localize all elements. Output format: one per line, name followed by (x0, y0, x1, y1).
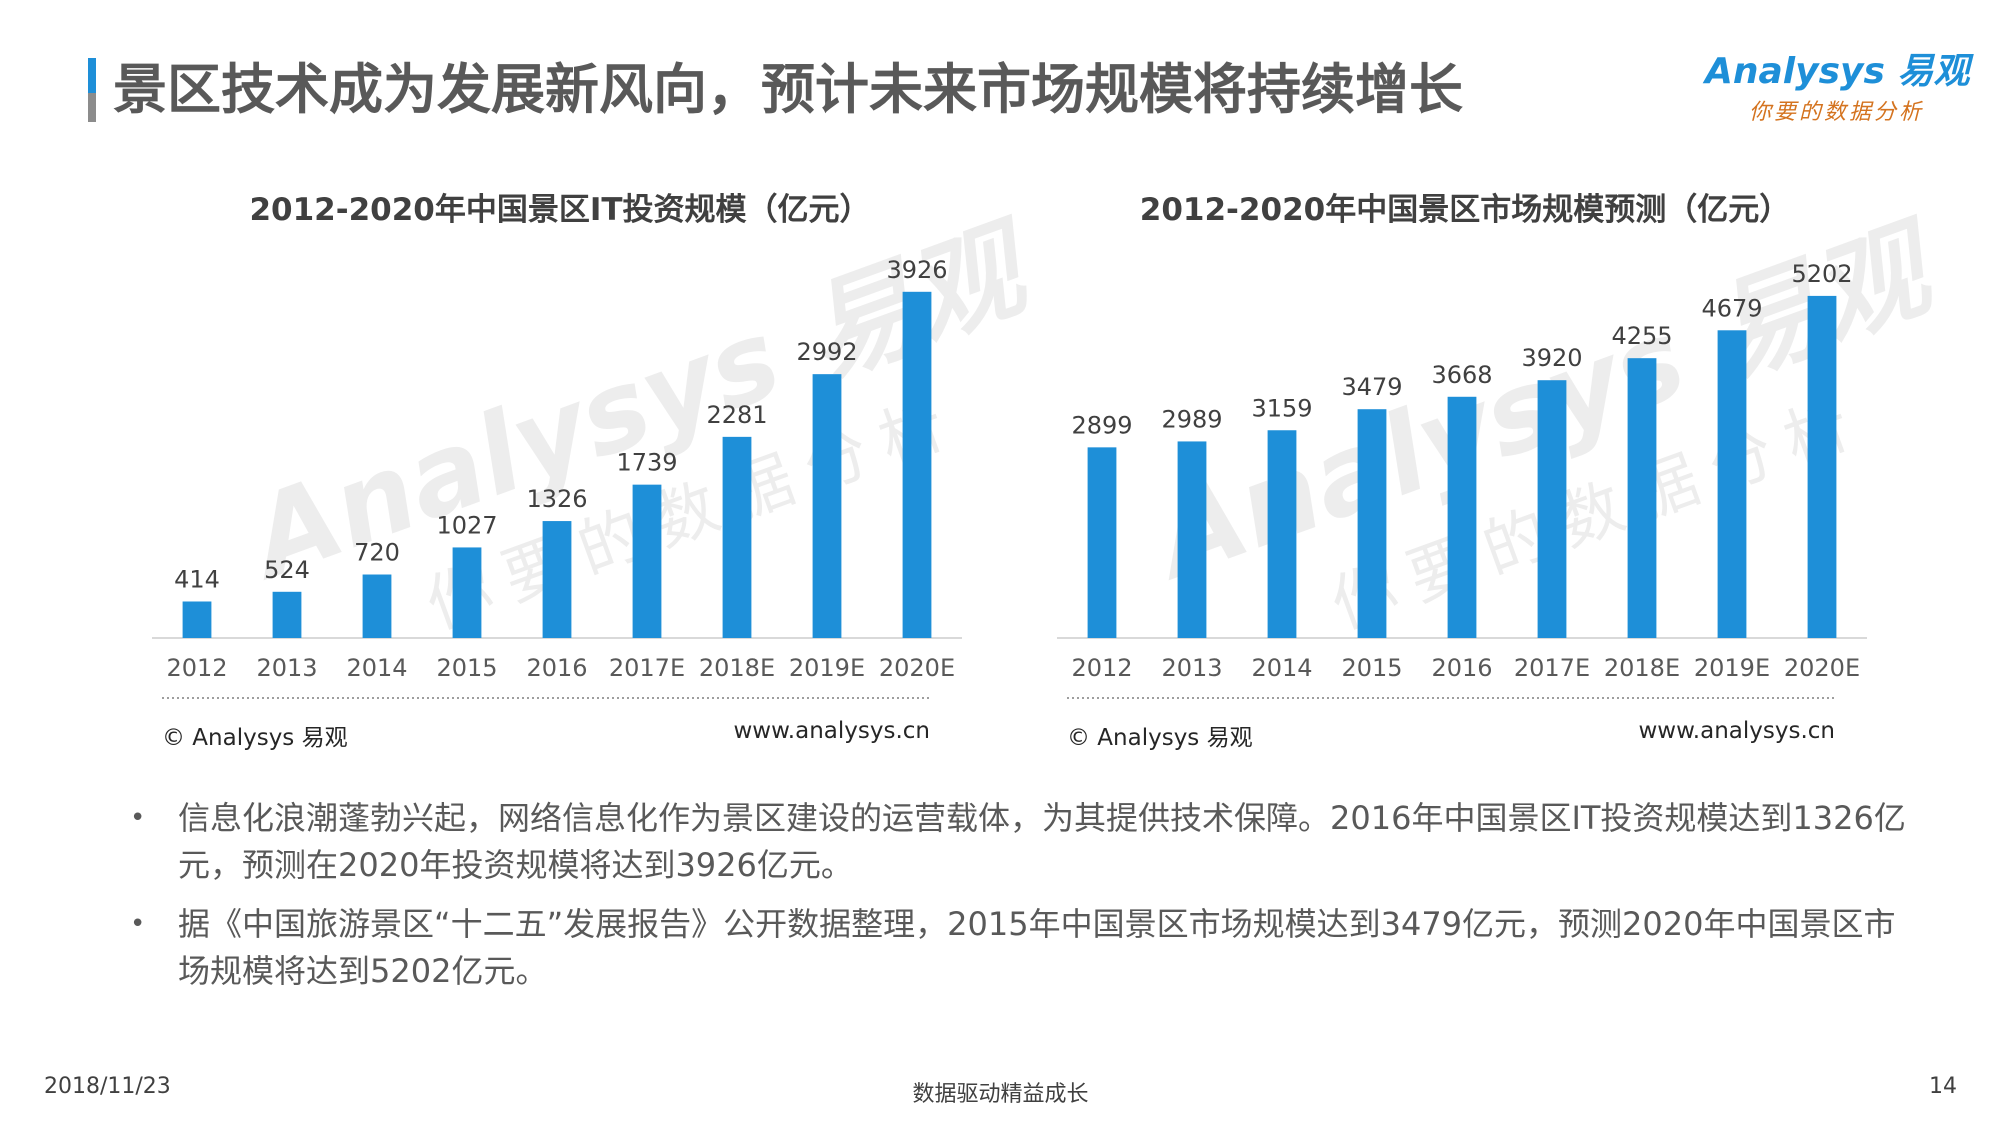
chart-footer: © Analysys 易观 www.analysys.cn (162, 718, 930, 752)
bar-2013 (1177, 441, 1207, 638)
logo-main-text: Analysys 易观 (1705, 51, 1970, 92)
x-tick-label-2012: 2012 (1071, 654, 1132, 682)
chart-panel-market-size: 2012-2020年中国景区市场规模预测（亿元） Analysys 易观 你要的… (1045, 180, 1944, 760)
x-tick-label-2019E: 2019E (1694, 654, 1770, 682)
x-tick-label-2014: 2014 (1251, 654, 1312, 682)
data-label-2020E: 3926 (886, 256, 947, 284)
bar-2012 (182, 601, 212, 638)
bar-2013 (272, 591, 302, 638)
x-tick-label-2013: 2013 (1161, 654, 1222, 682)
x-tick-label-2020E: 2020E (1784, 654, 1860, 682)
bullet-item: • 据《中国旅游景区“十二五”发展报告》公开数据整理，2015年中国景区市场规模… (130, 901, 1910, 995)
x-tick-label-2017E: 2017E (1514, 654, 1590, 682)
data-label-2012: 2899 (1071, 411, 1132, 439)
data-label-2016: 1326 (526, 485, 587, 513)
data-label-2014: 720 (354, 539, 400, 567)
chart-title: 2012-2020年中国景区IT投资规模（亿元） (249, 192, 871, 228)
bar-2016 (1447, 396, 1477, 638)
bullet-marker: • (130, 909, 146, 939)
bar-2017E (632, 484, 662, 638)
x-tick-label-2014: 2014 (346, 654, 407, 682)
x-tick-label-2012: 2012 (166, 654, 227, 682)
x-tick-label-2018E: 2018E (699, 654, 775, 682)
page-title: 景区技术成为发展新风向，预计未来市场规模将持续增长 (113, 58, 1463, 121)
x-tick-label-2019E: 2019E (789, 654, 865, 682)
title-accent-bar (88, 58, 96, 122)
data-label-2013: 524 (264, 556, 310, 584)
data-label-2016: 3668 (1431, 361, 1492, 389)
data-label-2019E: 4679 (1701, 294, 1762, 322)
chart-source-url: www.analysys.cn (733, 718, 930, 744)
data-label-2020E: 5202 (1791, 260, 1852, 288)
bar-2014 (1267, 430, 1297, 638)
data-label-2017E: 1739 (616, 449, 677, 477)
chart-source: © Analysys 易观 (1067, 725, 1253, 751)
bullet-text: 信息化浪潮蓬勃兴起，网络信息化作为景区建设的运营载体，为其提供技术保障。2016… (178, 799, 1906, 884)
x-tick-label-2016: 2016 (1431, 654, 1492, 682)
bar-2020E (902, 291, 932, 638)
x-tick-label-2020E: 2020E (879, 654, 955, 682)
bar-2015 (452, 547, 482, 638)
chart-panel-it-investment: 2012-2020年中国景区IT投资规模（亿元） Analysys 易观 你要的… (140, 180, 1039, 760)
x-tick-label-2018E: 2018E (1604, 654, 1680, 682)
data-label-2019E: 2992 (796, 338, 857, 366)
data-label-2014: 3159 (1251, 394, 1312, 422)
analysys-logo: Analysys 易观 你要的数据分析 (1705, 42, 1975, 132)
bullet-text: 据《中国旅游景区“十二五”发展报告》公开数据整理，2015年中国景区市场规模达到… (178, 905, 1896, 990)
market-size-bar-chart: 2899 2012 2989 2013 3159 2014 3479 2015 3668 2016… (1057, 260, 1867, 699)
it-investment-bar-chart: 414 2012 524 2013 720 2014 1027 2015 1326 2016 173… (152, 256, 962, 699)
x-tick-label-2015: 2015 (1341, 654, 1402, 682)
bar-2015 (1357, 409, 1387, 638)
data-label-2015: 3479 (1341, 373, 1402, 401)
data-label-2015: 1027 (436, 511, 497, 539)
bar-2019E (1717, 330, 1747, 638)
chart-source: © Analysys 易观 (162, 725, 348, 751)
summary-bullets: • 信息化浪潮蓬勃兴起，网络信息化作为景区建设的运营载体，为其提供技术保障。20… (130, 795, 1910, 1007)
logo-tagline: 你要的数据分析 (1749, 100, 1925, 125)
bar-2018E (1627, 358, 1657, 638)
bar-2012 (1087, 447, 1117, 638)
bar-2016 (542, 521, 572, 638)
chart-footer: © Analysys 易观 www.analysys.cn (1067, 718, 1835, 752)
data-label-2017E: 3920 (1521, 344, 1582, 372)
bullet-marker: • (130, 803, 146, 833)
data-label-2013: 2989 (1161, 405, 1222, 433)
bar-2020E (1807, 295, 1837, 638)
chart-title: 2012-2020年中国景区市场规模预测（亿元） (1139, 192, 1791, 228)
x-tick-label-2017E: 2017E (609, 654, 685, 682)
bar-2019E (812, 374, 842, 638)
data-label-2018E: 2281 (706, 401, 767, 429)
x-tick-label-2016: 2016 (526, 654, 587, 682)
footer-slogan: 数据驱动精益成长 (912, 1082, 1089, 1107)
page-number: 14 (1929, 1074, 1957, 1099)
data-label-2018E: 4255 (1611, 322, 1672, 350)
footer-date: 2018/11/23 (44, 1074, 171, 1099)
chart-source-url: www.analysys.cn (1638, 718, 1835, 744)
x-tick-label-2015: 2015 (436, 654, 497, 682)
bar-2018E (722, 436, 752, 638)
bar-2014 (362, 574, 392, 638)
x-tick-label-2013: 2013 (256, 654, 317, 682)
data-label-2012: 414 (174, 565, 220, 593)
bullet-item: • 信息化浪潮蓬勃兴起，网络信息化作为景区建设的运营载体，为其提供技术保障。20… (130, 795, 1910, 889)
bar-2017E (1537, 380, 1567, 638)
